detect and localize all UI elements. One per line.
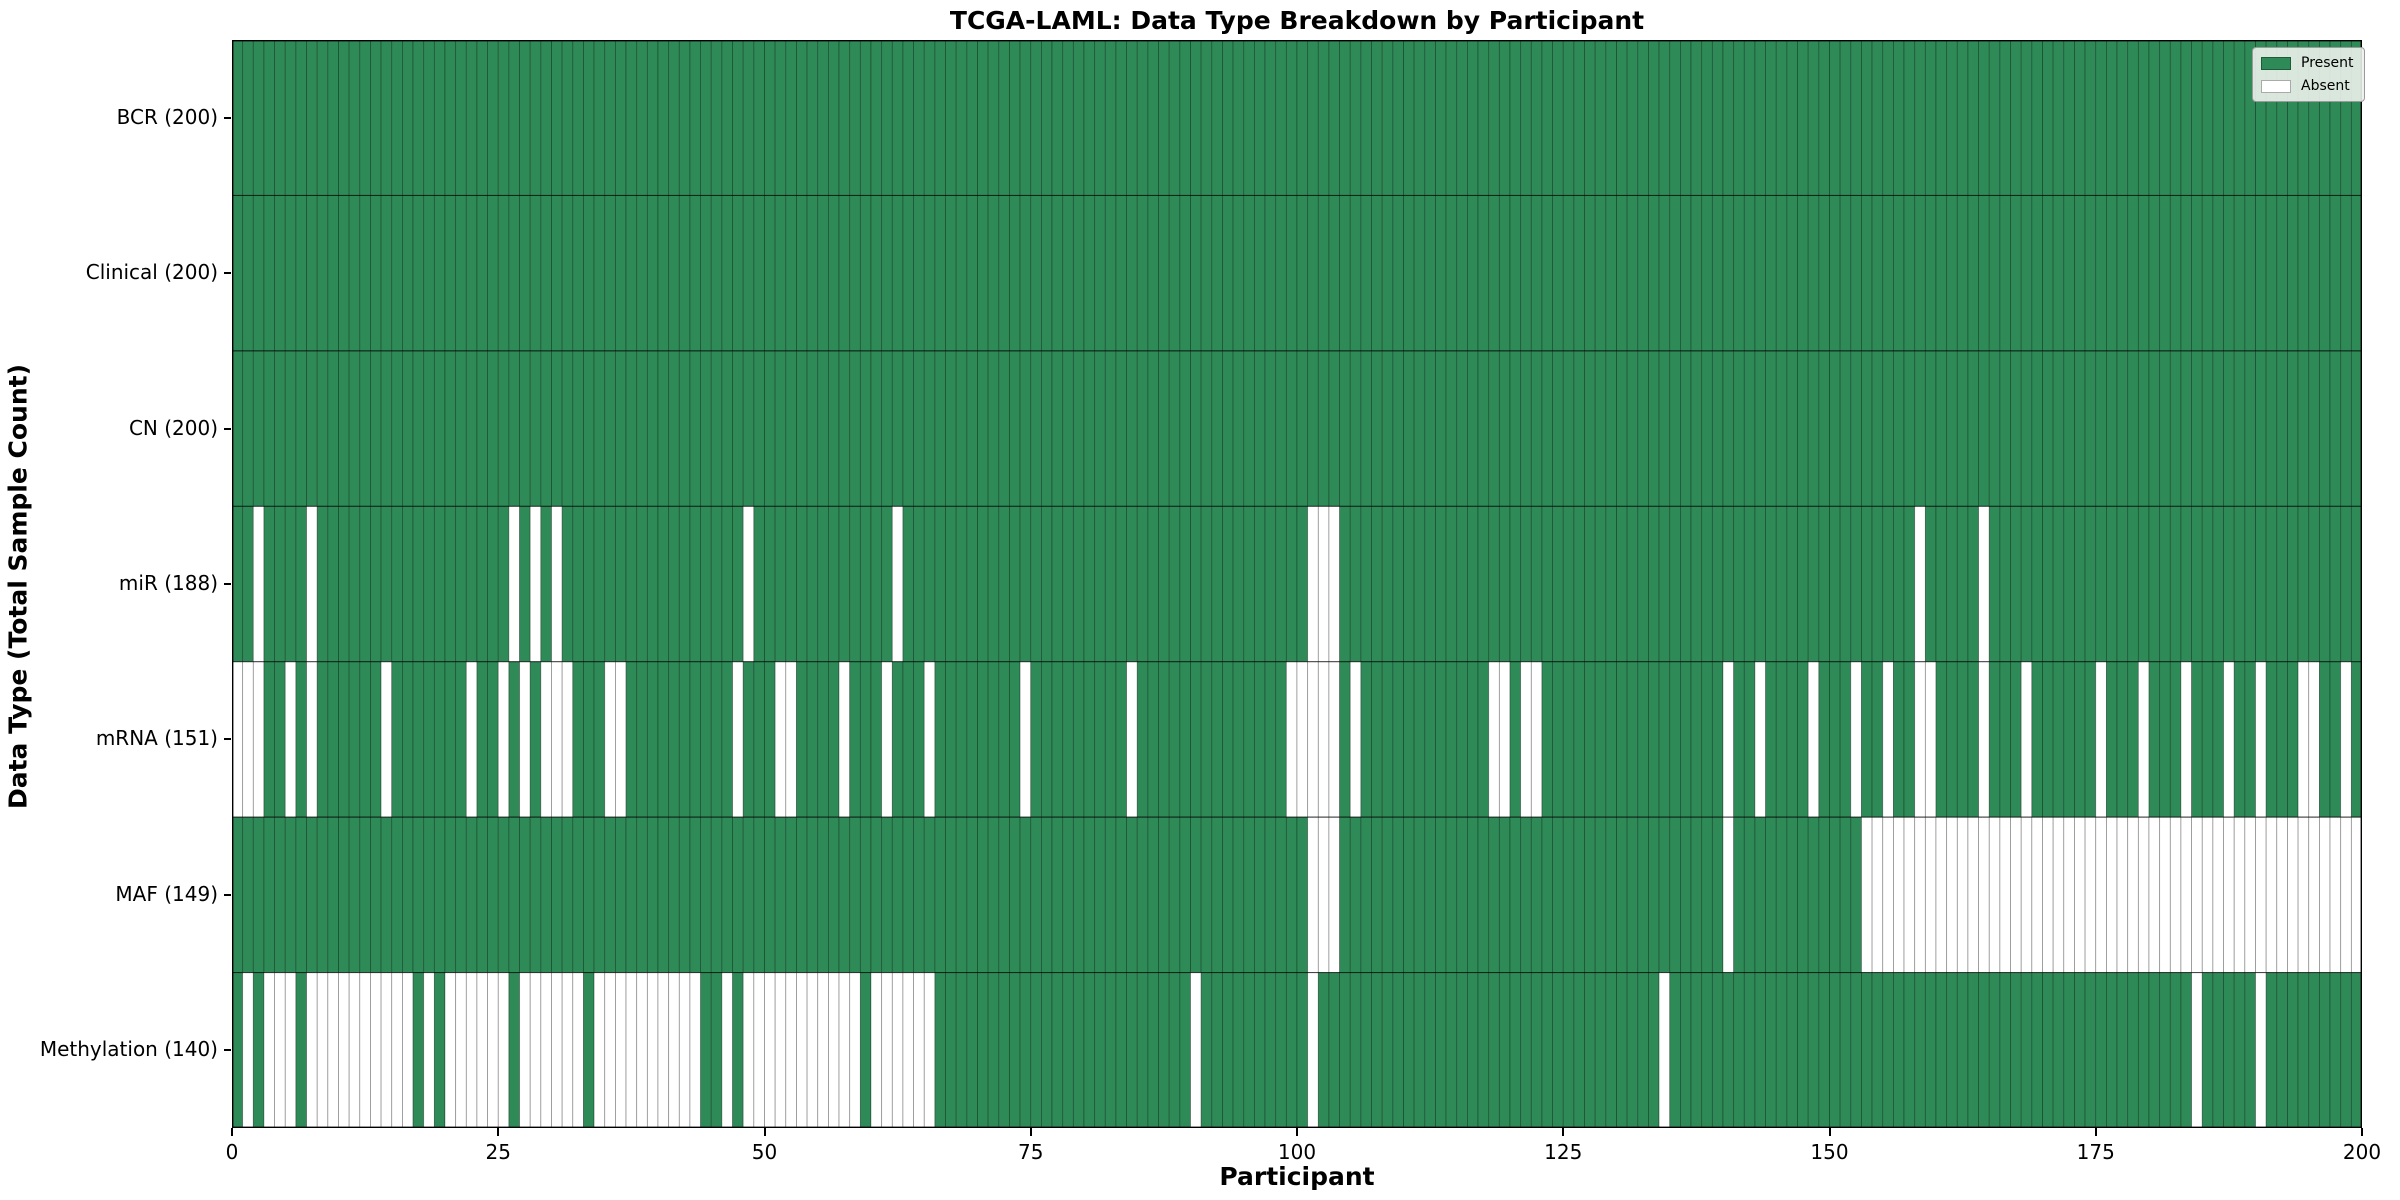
- x-tick-mark: [1562, 1128, 1565, 1136]
- x-axis-label: Participant: [1219, 1162, 1375, 1191]
- legend-present-swatch: [2261, 56, 2291, 70]
- x-tick-label-50: 50: [751, 1140, 778, 1164]
- y-tick-mark: [224, 272, 231, 275]
- y-tick-label-BCR: BCR (200): [116, 104, 218, 129]
- legend-absent-label: Absent: [2301, 78, 2350, 94]
- y-tick-mark: [224, 116, 231, 119]
- x-tick-label-25: 25: [485, 1140, 511, 1164]
- y-tick-label-MAF: MAF (149): [115, 881, 218, 906]
- x-tick-mark: [497, 1128, 500, 1136]
- legend: Present Absent: [2252, 47, 2365, 102]
- y-tick-label-Methylation: Methylation (140): [39, 1037, 218, 1062]
- x-tick-mark: [231, 1128, 233, 1136]
- chart-title: TCGA-LAML: Data Type Breakdown by Partic…: [949, 6, 1645, 35]
- x-tick-mark: [763, 1128, 766, 1136]
- legend-absent-swatch: [2261, 79, 2291, 93]
- x-tick-label-150: 150: [1810, 1140, 1849, 1164]
- x-tick-label-125: 125: [1544, 1140, 1583, 1164]
- x-tick-mark: [2361, 1128, 2363, 1136]
- x-tick-label-75: 75: [1018, 1140, 1044, 1164]
- y-tick-mark: [224, 583, 231, 585]
- x-tick-label-100: 100: [1277, 1140, 1317, 1164]
- x-tick-mark: [2094, 1128, 2097, 1136]
- legend-entry-present: Present: [2261, 55, 2354, 71]
- x-tick-label-175: 175: [2076, 1140, 2115, 1164]
- heatmap-svg: [232, 40, 2362, 1128]
- legend-present-label: Present: [2301, 55, 2354, 71]
- x-tick-mark: [1828, 1128, 1831, 1136]
- x-tick-mark: [1296, 1128, 1298, 1136]
- y-tick-mark: [224, 427, 231, 430]
- y-tick-mark: [224, 738, 231, 741]
- y-tick-mark: [224, 1049, 231, 1052]
- y-tick-label-CN: CN (200): [128, 415, 218, 440]
- x-tick-label-200: 200: [2342, 1140, 2382, 1164]
- x-tick-mark: [1029, 1128, 1032, 1136]
- y-tick-label-miR: miR (188): [118, 571, 218, 595]
- x-tick-label-0: 0: [225, 1140, 239, 1164]
- legend-entry-absent: Absent: [2261, 78, 2354, 94]
- y-tick-label-Clinical: Clinical (200): [85, 260, 218, 285]
- y-tick-label-mRNA: mRNA (151): [95, 726, 218, 751]
- y-tick-mark: [224, 893, 231, 896]
